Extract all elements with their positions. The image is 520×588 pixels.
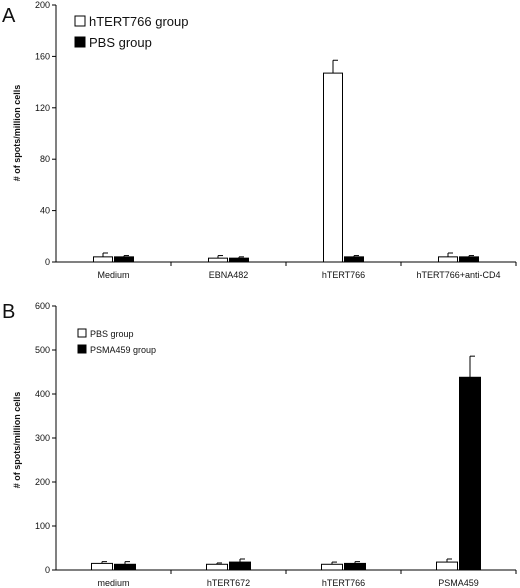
- bar-a-series-0: [438, 256, 458, 263]
- legend-b-series-1-label: PSMA459 group: [90, 345, 156, 355]
- y-tick-label: 40: [40, 206, 50, 216]
- x-category-label: medium: [97, 578, 129, 588]
- panel-a: A # of spots/million cells 0 40 80 120 160 20…: [2, 0, 517, 280]
- y-tick-label: 200: [35, 477, 50, 487]
- y-tick-label: 200: [35, 0, 50, 10]
- panel-a-legend: hTERT766 group PBS group: [74, 14, 189, 50]
- x-category-label: hTERT766: [322, 578, 365, 588]
- bar-a-series-1: [459, 256, 479, 263]
- panel-b-letter: B: [2, 301, 15, 323]
- y-tick-label: 600: [35, 301, 50, 311]
- bar-b-series-1: [459, 376, 481, 571]
- y-tick-label: 300: [35, 433, 50, 443]
- y-tick-label: 100: [35, 521, 50, 531]
- bar-b-series-0: [321, 563, 343, 571]
- legend-b-series-0-label: PBS group: [90, 329, 134, 339]
- legend-a-series-0-label: hTERT766 group: [89, 14, 189, 29]
- bar-a-series-0: [93, 256, 113, 263]
- bar-a-series-1: [229, 257, 249, 263]
- y-tick-label: 0: [45, 257, 50, 267]
- legend-b-series-0-swatch: [77, 328, 87, 338]
- panel-a-y-axis-label: # of spots/million cells: [12, 85, 22, 182]
- x-category-label: EBNA482: [209, 270, 249, 280]
- y-tick-label: 500: [35, 345, 50, 355]
- legend-a-series-1-label: PBS group: [89, 35, 152, 50]
- legend-a-series-1-swatch: [74, 36, 86, 48]
- x-category-label: PSMA459: [438, 578, 479, 588]
- y-tick-label: 160: [35, 51, 50, 61]
- panel-a-plot: 0 40 80 120 160 200 Medium EBNA482 hTERT766 hTERT…: [35, 0, 517, 280]
- bar-a-series-1: [344, 256, 364, 263]
- panel-b-legend: PBS group PSMA459 group: [77, 328, 156, 355]
- bar-b-series-1: [344, 562, 366, 571]
- bar-b-series-0: [91, 562, 113, 571]
- y-tick-label: 0: [45, 565, 50, 575]
- bar-a-series-0: [323, 72, 343, 263]
- bar-b-series-0: [206, 563, 228, 571]
- legend-b-series-1-swatch: [77, 344, 87, 354]
- x-category-label: Medium: [97, 270, 129, 280]
- bar-b-series-1: [114, 563, 136, 571]
- bar-b-series-1: [229, 561, 251, 571]
- panel-b: B # of spots/million cells 0 100 200 300 400…: [2, 301, 517, 588]
- panel-b-plot: 0 100 200 300 400 500 600 medium hTERT672 hTERT76…: [35, 301, 517, 588]
- bar-b-series-0: [436, 561, 458, 571]
- y-tick-label: 80: [40, 154, 50, 164]
- bar-a-series-1: [114, 256, 134, 263]
- panel-a-letter: A: [2, 5, 16, 27]
- legend-a-series-0-swatch: [74, 15, 86, 27]
- x-category-label: hTERT766+anti-CD4: [416, 270, 500, 280]
- x-category-label: hTERT766: [322, 270, 365, 280]
- y-tick-label: 120: [35, 103, 50, 113]
- bar-a-series-0: [208, 257, 228, 263]
- y-tick-label: 400: [35, 389, 50, 399]
- panel-b-y-axis-label: # of spots/million cells: [12, 392, 22, 489]
- x-category-label: hTERT672: [207, 578, 250, 588]
